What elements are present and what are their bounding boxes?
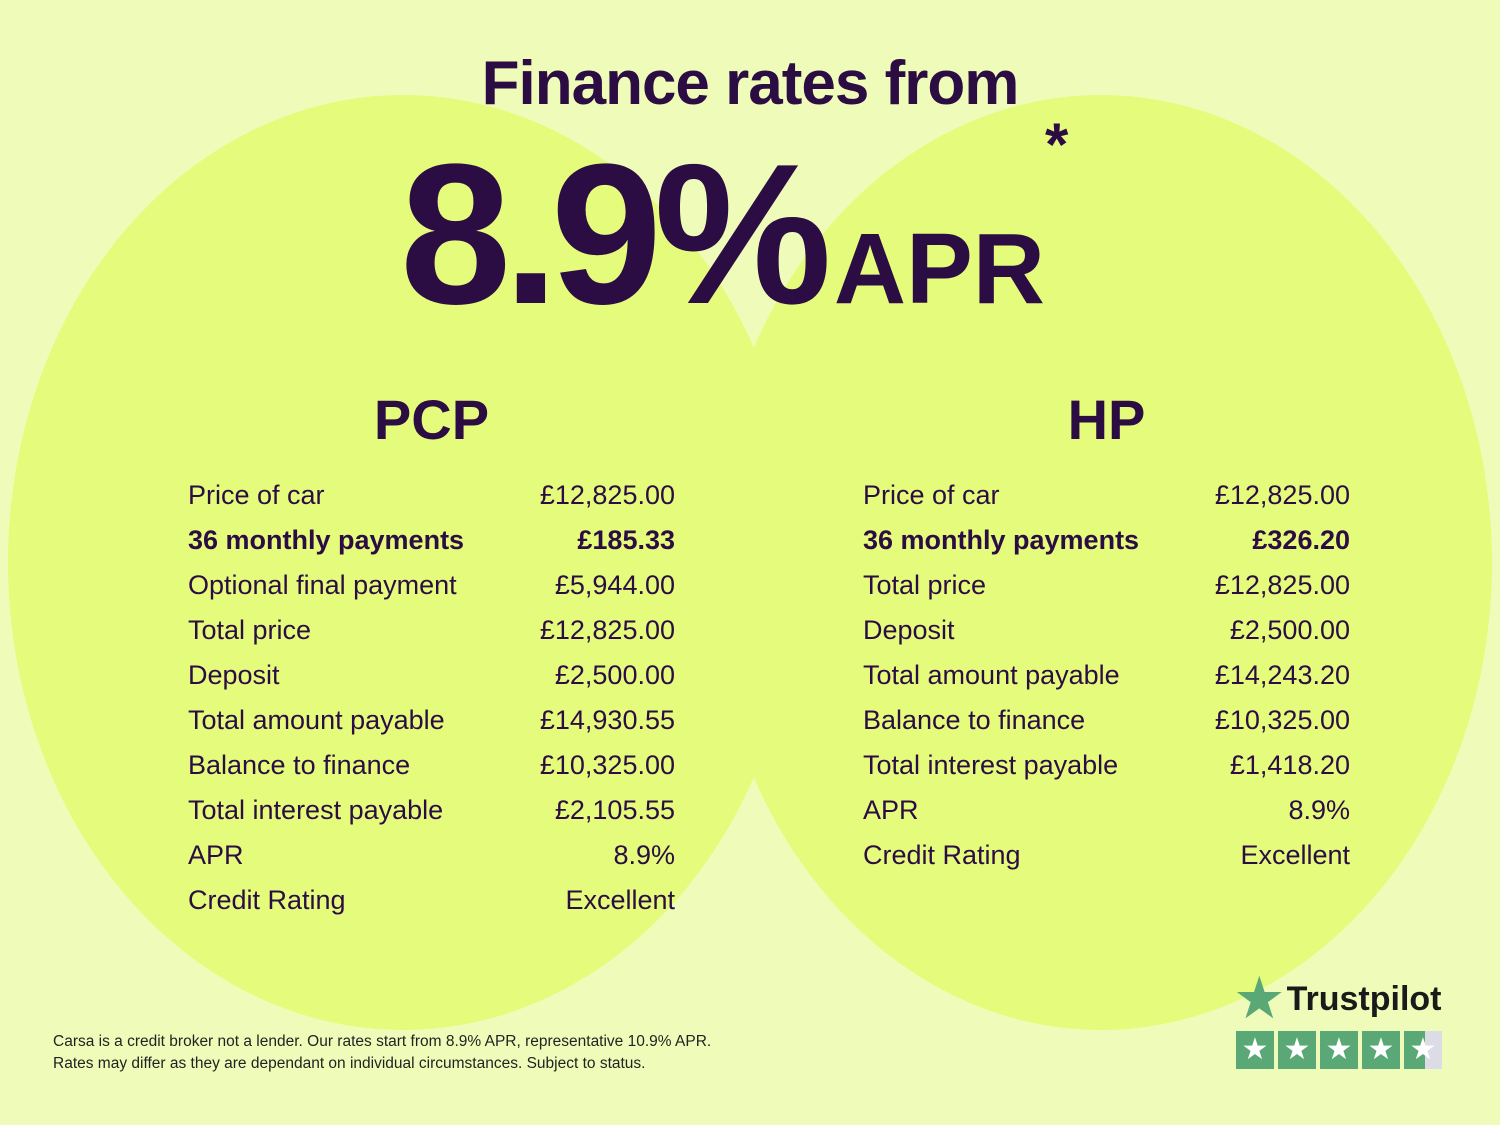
table-row: Total price £12,825.00 bbox=[863, 563, 1350, 608]
row-label: APR bbox=[188, 840, 244, 870]
row-value: £2,500.00 bbox=[1229, 615, 1350, 645]
row-label: 36 monthly payments bbox=[188, 525, 465, 555]
row-value: £1,418.20 bbox=[1229, 750, 1350, 780]
rating-star-icon: ★ bbox=[1320, 1031, 1358, 1069]
pcp-title: PCP bbox=[373, 388, 490, 451]
row-label: Balance to finance bbox=[188, 750, 411, 780]
row-value: £326.20 bbox=[1252, 525, 1350, 555]
row-label: Total price bbox=[863, 570, 987, 600]
row-label: Deposit bbox=[863, 615, 955, 645]
trustpilot-badge[interactable]: ★ Trustpilot ★ ★ ★ ★ ★ bbox=[1236, 970, 1442, 1069]
row-value: £10,325.00 bbox=[1214, 705, 1350, 735]
row-label: APR bbox=[863, 795, 919, 825]
headline-title: Finance rates from bbox=[481, 49, 1020, 118]
row-value: £12,825.00 bbox=[1214, 480, 1350, 510]
row-value: Excellent bbox=[1240, 840, 1350, 870]
row-value: £12,825.00 bbox=[539, 615, 675, 645]
rate-value: 8.9% bbox=[400, 123, 832, 346]
table-row: Price of car £12,825.00 bbox=[188, 473, 675, 518]
row-value: £2,500.00 bbox=[554, 660, 675, 690]
table-row: APR 8.9% bbox=[863, 788, 1350, 833]
row-value: 8.9% bbox=[613, 840, 675, 870]
row-label: Credit Rating bbox=[188, 885, 346, 915]
row-value: Excellent bbox=[565, 885, 675, 915]
star-icon: ★ bbox=[1236, 970, 1283, 1028]
table-row: Price of car £12,825.00 bbox=[863, 473, 1350, 518]
disclaimer: Carsa is a credit broker not a lender. O… bbox=[53, 1031, 711, 1075]
trustpilot-rating: ★ ★ ★ ★ ★ bbox=[1236, 1031, 1442, 1069]
row-value: £14,930.55 bbox=[539, 705, 675, 735]
table-row: APR 8.9% bbox=[188, 833, 675, 878]
table-row: 36 monthly payments £185.33 bbox=[188, 518, 675, 563]
row-value: £12,825.00 bbox=[539, 480, 675, 510]
row-label: Total price bbox=[188, 615, 312, 645]
table-row: Optional final payment £5,944.00 bbox=[188, 563, 675, 608]
table-row: Deposit £2,500.00 bbox=[188, 653, 675, 698]
row-label: Total amount payable bbox=[188, 705, 445, 735]
row-label: Optional final payment bbox=[188, 570, 457, 600]
rating-half-star-icon: ★ bbox=[1404, 1031, 1442, 1069]
row-value: £10,325.00 bbox=[539, 750, 675, 780]
row-label: Total interest payable bbox=[863, 750, 1119, 780]
rating-star-icon: ★ bbox=[1362, 1031, 1400, 1069]
pcp-table: PCP Price of car £12,825.00 36 monthly pay… bbox=[188, 385, 675, 923]
row-label: Balance to finance bbox=[863, 705, 1086, 735]
rating-star-icon: ★ bbox=[1236, 1031, 1274, 1069]
table-row: Credit Rating Excellent bbox=[863, 833, 1350, 878]
rating-star-icon: ★ bbox=[1278, 1031, 1316, 1069]
table-row: Balance to finance £10,325.00 bbox=[863, 698, 1350, 743]
row-value: 8.9% bbox=[1288, 795, 1350, 825]
table-row: Credit Rating Excellent bbox=[188, 878, 675, 923]
trustpilot-name: Trustpilot bbox=[1286, 979, 1442, 1018]
apr-label: APR bbox=[833, 213, 1045, 325]
hp-table: HP Price of car £12,825.00 36 monthly paym… bbox=[863, 385, 1350, 878]
table-row: Total interest payable £1,418.20 bbox=[863, 743, 1350, 788]
row-label: 36 monthly payments bbox=[863, 525, 1140, 555]
hp-title: HP bbox=[1067, 388, 1146, 451]
table-row: 36 monthly payments £326.20 bbox=[863, 518, 1350, 563]
table-row: Balance to finance £10,325.00 bbox=[188, 743, 675, 788]
row-value: £185.33 bbox=[577, 525, 675, 555]
table-row: Total amount payable £14,243.20 bbox=[863, 653, 1350, 698]
row-label: Price of car bbox=[188, 480, 325, 510]
row-value: £12,825.00 bbox=[1214, 570, 1350, 600]
table-row: Total interest payable £2,105.55 bbox=[188, 788, 675, 833]
headline-rate: 8.9% APR* bbox=[400, 111, 1068, 350]
background-blob-left bbox=[8, 95, 798, 1030]
row-label: Total interest payable bbox=[188, 795, 444, 825]
asterisk: * bbox=[1045, 111, 1069, 178]
background-blob-right bbox=[710, 95, 1492, 1030]
row-label: Credit Rating bbox=[863, 840, 1021, 870]
disclaimer-line-1: Carsa is a credit broker not a lender. O… bbox=[53, 1033, 712, 1050]
row-value: £2,105.55 bbox=[554, 795, 675, 825]
table-row: Deposit £2,500.00 bbox=[863, 608, 1350, 653]
table-row: Total price £12,825.00 bbox=[188, 608, 675, 653]
disclaimer-line-2: Rates may differ as they are dependant o… bbox=[53, 1055, 646, 1072]
row-label: Total amount payable bbox=[863, 660, 1120, 690]
row-value: £14,243.20 bbox=[1214, 660, 1350, 690]
row-value: £5,944.00 bbox=[554, 570, 675, 600]
row-label: Price of car bbox=[863, 480, 1000, 510]
table-row: Total amount payable £14,930.55 bbox=[188, 698, 675, 743]
row-label: Deposit bbox=[188, 660, 280, 690]
